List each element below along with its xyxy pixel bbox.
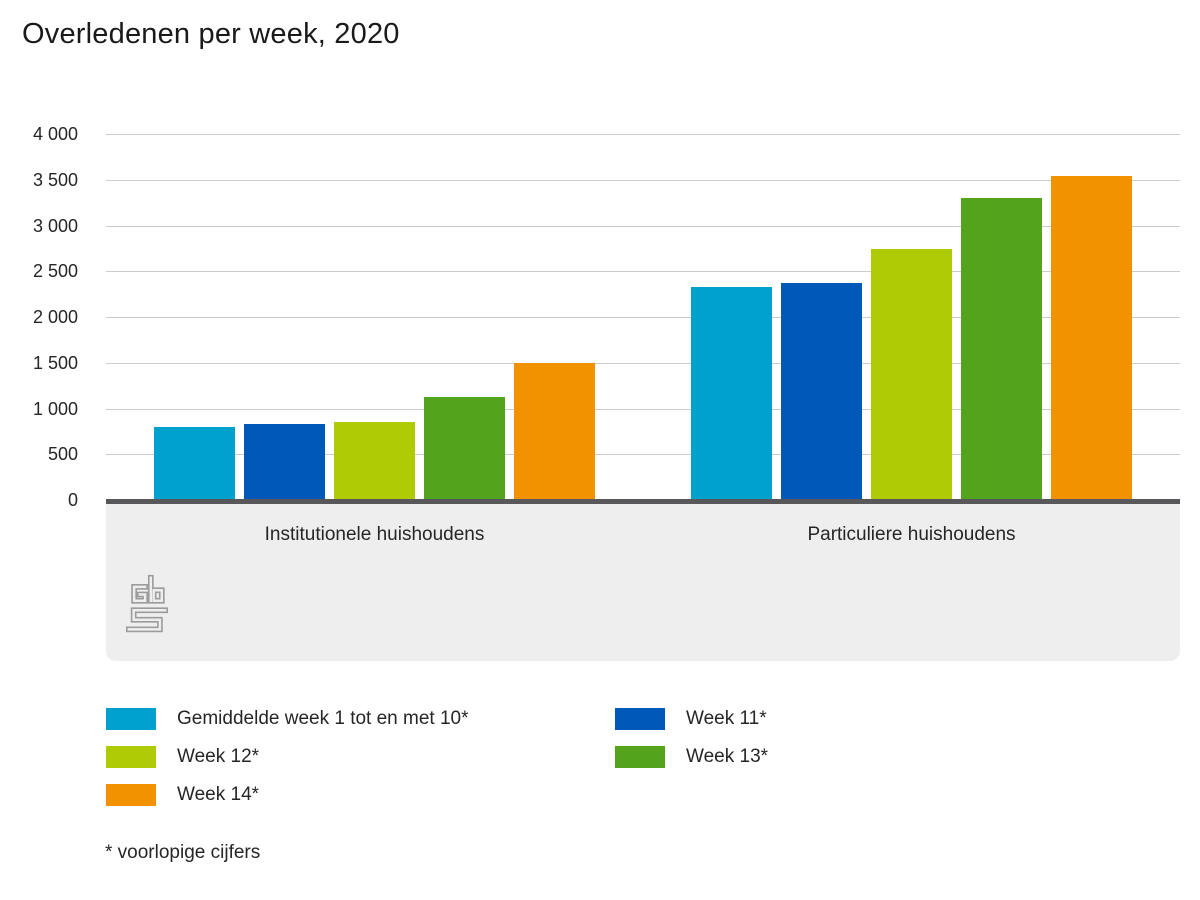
- gridline: [106, 317, 1180, 318]
- gridline: [106, 226, 1180, 227]
- legend-label: Week 12*: [177, 746, 260, 767]
- bar-week-11-particuliere-huishoudens: [781, 283, 862, 499]
- category-label: Institutionele huishoudens: [264, 524, 485, 545]
- bar-week-11-institutionele-huishoudens: [244, 424, 325, 499]
- y-axis-tick-label: 500: [47, 444, 78, 464]
- legend-item: Week 14*: [106, 784, 615, 806]
- legend-swatch: [615, 708, 665, 730]
- legend-item: Week 11*: [615, 708, 768, 730]
- y-axis-tick-label: 0: [67, 490, 78, 510]
- legend-label: Gemiddelde week 1 tot en met 10*: [177, 708, 469, 729]
- y-axis-tick-label: 3 500: [32, 170, 78, 190]
- legend-swatch: [615, 746, 665, 768]
- cbs-logo: [126, 574, 168, 633]
- legend-swatch: [106, 784, 156, 806]
- bar-week-12-particuliere-huishoudens: [871, 249, 952, 499]
- bar-week-14-particuliere-huishoudens: [1051, 176, 1132, 499]
- gridline: [106, 454, 1180, 455]
- legend-label: Week 13*: [686, 746, 769, 767]
- y-axis-tick-label: 1 500: [32, 353, 78, 373]
- y-axis-tick-label: 4 000: [32, 124, 78, 144]
- y-axis-tick-label: 2 500: [32, 261, 78, 281]
- chart-title: Overledenen per week, 2020: [22, 18, 400, 50]
- gridline: [106, 271, 1180, 272]
- gridline: [106, 409, 1180, 410]
- legend-swatch: [106, 708, 156, 730]
- footnote: * voorlopige cijfers: [105, 842, 261, 863]
- legend-item: Gemiddelde week 1 tot en met 10*: [106, 708, 615, 730]
- legend-label: Week 14*: [177, 784, 260, 805]
- y-axis-tick-label: 2 000: [32, 307, 78, 327]
- gridline: [106, 180, 1180, 181]
- category-label: Particuliere huishoudens: [807, 524, 1016, 545]
- legend-item: Week 13*: [615, 746, 768, 768]
- x-axis-line: [106, 499, 1180, 504]
- bar-week-13-institutionele-huishoudens: [424, 397, 505, 499]
- bar-gemiddelde-week-1-tot-en-met-10-institutionele-huishoudens: [154, 427, 235, 499]
- bar-week-12-institutionele-huishoudens: [334, 422, 415, 499]
- gridline: [106, 363, 1180, 364]
- legend-item: Week 12*: [106, 746, 615, 768]
- bar-gemiddelde-week-1-tot-en-met-10-particuliere-huishoudens: [691, 287, 772, 499]
- bar-week-14-institutionele-huishoudens: [514, 363, 595, 499]
- y-axis-tick-label: 3 000: [32, 216, 78, 236]
- legend: Gemiddelde week 1 tot en met 10* Week 11*…: [106, 708, 768, 806]
- legend-swatch: [106, 746, 156, 768]
- gridline: [106, 134, 1180, 135]
- legend-label: Week 11*: [686, 708, 767, 729]
- bar-week-13-particuliere-huishoudens: [961, 198, 1042, 499]
- y-axis-tick-label: 1 000: [32, 399, 78, 419]
- category-band: Institutionele huishoudens Particuliere h…: [106, 504, 1180, 661]
